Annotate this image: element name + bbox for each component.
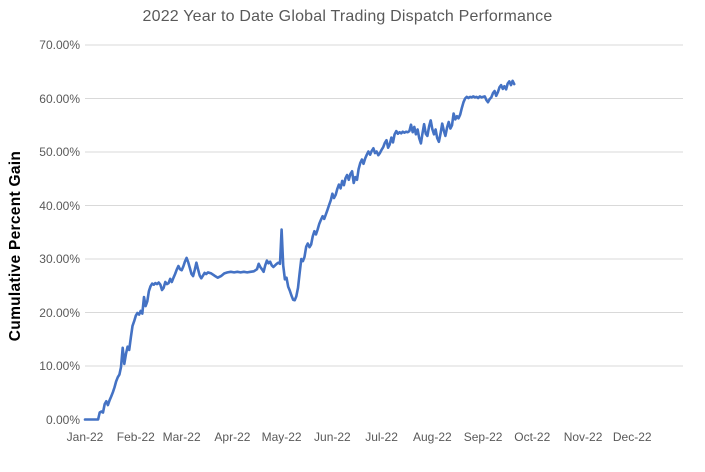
x-tick-label: Dec-22 [612,430,652,444]
data-series-line [83,79,516,421]
y-tick-label: 60.00% [39,91,80,106]
y-tick-label: 20.00% [39,305,80,320]
y-tick-label: 50.00% [39,145,80,159]
chart-title: 2022 Year to Date Global Trading Dispatc… [142,8,553,25]
y-tick-label: 70.00% [39,38,80,52]
x-tick-label: Nov-22 [563,430,603,444]
x-tick-label: Jul-22 [365,430,398,444]
x-tick-label: Oct-22 [514,430,551,444]
y-tick-label: 40.00% [39,198,80,213]
x-tick-label: Jan-22 [66,430,104,444]
y-tick-label: 0.00% [45,412,80,427]
x-tick-label: Aug-22 [412,430,452,444]
x-tick-label: Feb-22 [116,430,155,444]
x-tick-label: Apr-22 [214,430,251,444]
x-tick-label: Mar-22 [162,430,201,444]
x-tick-label: Sep-22 [463,430,503,444]
y-tick-label: 30.00% [39,252,80,266]
x-tick-label: May-22 [261,430,302,444]
y-tick-label: 10.00% [39,359,80,373]
x-tick-label: Jun-22 [314,430,351,444]
